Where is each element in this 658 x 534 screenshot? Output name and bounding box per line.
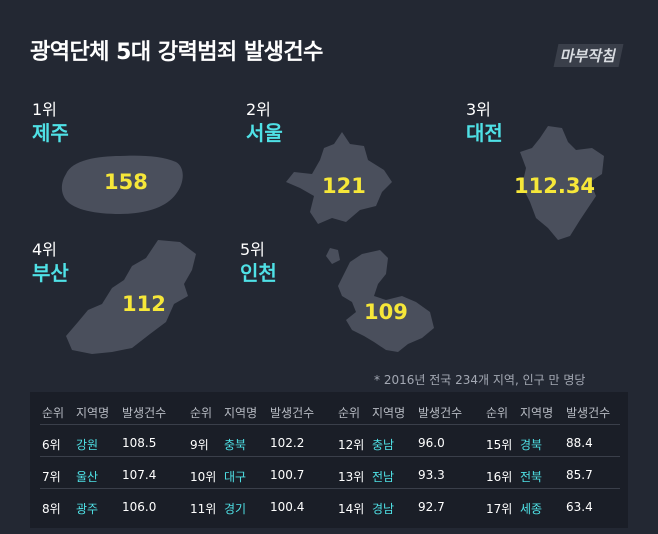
incheon-map-shape xyxy=(326,248,434,352)
rank-5-region: 인천 xyxy=(240,261,277,285)
incheon-value: 109 xyxy=(364,300,408,324)
rank-4-region: 부산 xyxy=(32,261,69,285)
table-cell-rank: 14위 xyxy=(338,502,365,516)
table-cell-rank: 10위 xyxy=(190,470,217,484)
jeju-map-shape xyxy=(61,155,183,214)
table-cell-count: 63.4 xyxy=(566,500,593,514)
rank-2-region: 서울 xyxy=(246,121,283,145)
footnote: * 2016년 전국 234개 지역, 인구 만 명당 xyxy=(374,373,586,387)
table-cell-region: 전북 xyxy=(520,470,543,484)
rankings-table: 순위 지역명 발생건수 순위 지역명 발생건수 순위 지역명 발생건수 순위 지… xyxy=(30,392,628,528)
brand-logo: 마부작침 xyxy=(553,44,624,67)
table-cell-rank: 9위 xyxy=(190,438,209,452)
seoul-map-shape xyxy=(286,132,392,224)
table-cell-region: 울산 xyxy=(76,470,99,484)
table-cell-count: 100.7 xyxy=(270,468,305,482)
table-cell-rank: 12위 xyxy=(338,438,365,452)
col-header-count: 발생건수 xyxy=(122,406,167,420)
rank-2-label: 2위 서울 xyxy=(246,100,283,146)
table-cell-region: 대구 xyxy=(224,470,247,484)
table-cell-region: 전남 xyxy=(372,470,395,484)
table-cell-region: 광주 xyxy=(76,502,99,516)
col-header-rank: 순위 xyxy=(190,406,213,420)
table-cell-region: 경남 xyxy=(372,502,395,516)
table-cell-count: 93.3 xyxy=(418,468,445,482)
col-header-count: 발생건수 xyxy=(270,406,315,420)
table-cell-region: 경기 xyxy=(224,502,247,516)
rank-3-number: 3위 xyxy=(466,100,491,119)
col-header-region: 지역명 xyxy=(76,406,110,420)
rank-1-label: 1위 제주 xyxy=(32,100,69,146)
col-header-region: 지역명 xyxy=(224,406,258,420)
table-cell-rank: 8위 xyxy=(42,502,61,516)
row-divider xyxy=(40,456,620,457)
col-header-rank: 순위 xyxy=(486,406,509,420)
jeju-value: 158 xyxy=(104,170,148,194)
table-cell-region: 경북 xyxy=(520,438,543,452)
table-cell-region: 세종 xyxy=(520,502,543,516)
rank-1-region: 제주 xyxy=(32,121,69,145)
col-header-count: 발생건수 xyxy=(566,406,611,420)
rank-4-label: 4위 부산 xyxy=(32,240,69,286)
rank-3-region: 대전 xyxy=(466,121,503,145)
table-cell-rank: 15위 xyxy=(486,438,513,452)
rank-5-number: 5위 xyxy=(240,240,265,259)
table-cell-count: 108.5 xyxy=(122,436,157,450)
daejeon-map-shape xyxy=(520,126,604,240)
daejeon-value: 112.34 xyxy=(514,174,596,198)
table-cell-count: 100.4 xyxy=(270,500,305,514)
chart-title: 광역단체 5대 강력범죄 발생건수 xyxy=(30,40,323,65)
header-divider xyxy=(40,424,620,425)
seoul-value: 121 xyxy=(322,174,366,198)
table-cell-rank: 16위 xyxy=(486,470,513,484)
rank-2-number: 2위 xyxy=(246,100,271,119)
table-cell-rank: 17위 xyxy=(486,502,513,516)
table-cell-rank: 6위 xyxy=(42,438,61,452)
rank-4-number: 4위 xyxy=(32,240,57,259)
table-cell-region: 충북 xyxy=(224,438,247,452)
busan-value: 112 xyxy=(122,292,166,316)
table-cell-rank: 7위 xyxy=(42,470,61,484)
col-header-region: 지역명 xyxy=(520,406,554,420)
busan-map-shape xyxy=(66,240,196,354)
row-divider xyxy=(40,488,620,489)
table-cell-count: 88.4 xyxy=(566,436,593,450)
col-header-rank: 순위 xyxy=(338,406,361,420)
table-cell-count: 96.0 xyxy=(418,436,445,450)
table-cell-count: 107.4 xyxy=(122,468,157,482)
rank-5-label: 5위 인천 xyxy=(240,240,277,286)
col-header-rank: 순위 xyxy=(42,406,65,420)
table-cell-count: 106.0 xyxy=(122,500,157,514)
col-header-count: 발생건수 xyxy=(418,406,463,420)
rank-3-label: 3위 대전 xyxy=(466,100,503,146)
table-cell-region: 충남 xyxy=(372,438,395,452)
table-cell-rank: 13위 xyxy=(338,470,365,484)
col-header-region: 지역명 xyxy=(372,406,406,420)
table-cell-count: 102.2 xyxy=(270,436,305,450)
table-cell-region: 강원 xyxy=(76,438,99,452)
table-cell-count: 92.7 xyxy=(418,500,445,514)
rank-1-number: 1위 xyxy=(32,100,57,119)
table-cell-rank: 11위 xyxy=(190,502,217,516)
table-cell-count: 85.7 xyxy=(566,468,593,482)
